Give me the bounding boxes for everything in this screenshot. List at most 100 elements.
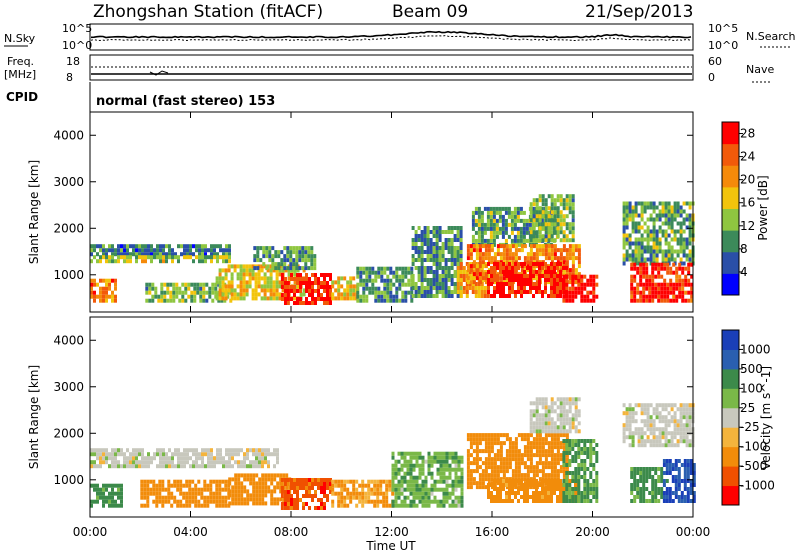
power-cell (547, 218, 551, 223)
velocity-cell (553, 491, 556, 495)
velocity-cell (493, 453, 497, 458)
cpid-label: CPID (6, 90, 38, 104)
power-cell (90, 244, 93, 249)
power-cell (435, 270, 439, 274)
power-cell (538, 278, 541, 282)
velocity-cell (535, 433, 539, 438)
velocity-cell (670, 443, 674, 448)
power-cell (583, 294, 587, 299)
velocity-cell (628, 407, 632, 412)
velocity-cell (544, 417, 548, 422)
power-cell (284, 281, 287, 285)
velocity-cell (505, 457, 509, 462)
power-cell (471, 226, 475, 231)
velocity-cell (409, 471, 413, 476)
power-cell (438, 278, 442, 282)
velocity-cell (490, 469, 494, 474)
velocity-cell (270, 489, 274, 494)
power-cell (123, 248, 126, 253)
power-cell (520, 244, 524, 249)
power-cell (308, 285, 311, 289)
power-cell (492, 226, 496, 231)
velocity-cell (212, 479, 216, 484)
power-cell (666, 298, 670, 303)
velocity-cell (680, 479, 684, 483)
velocity-cell (631, 419, 635, 424)
power-cell (630, 274, 634, 279)
power-cell (102, 290, 105, 295)
velocity-cell (523, 437, 527, 442)
velocity-cell (448, 463, 452, 468)
power-cell (102, 248, 105, 253)
power-cell (447, 290, 451, 294)
power-cell (314, 297, 317, 301)
velocity-cell (689, 483, 693, 487)
power-cell (547, 206, 551, 211)
power-cell (266, 280, 270, 285)
power-cell (528, 226, 532, 231)
power-cell (496, 244, 500, 249)
velocity-cell (654, 479, 658, 483)
velocity-cell (472, 441, 476, 446)
power-cell (688, 205, 692, 210)
power-cell (472, 272, 476, 277)
velocity-cell (394, 483, 398, 488)
power-cell (658, 241, 662, 246)
power-cell (401, 282, 405, 287)
velocity-cell (117, 491, 120, 496)
velocity-cell (457, 503, 461, 508)
velocity-cell (689, 471, 693, 475)
power-cell (450, 274, 454, 278)
power-cell (492, 210, 496, 215)
power-cell (374, 290, 378, 295)
power-cell (640, 257, 644, 262)
velocity-cell (412, 479, 416, 484)
power-cell (550, 256, 554, 261)
power-cell (645, 270, 649, 275)
velocity-cell (668, 487, 672, 491)
velocity-cell (343, 483, 347, 488)
power-cell (532, 198, 536, 203)
velocity-cell (317, 498, 320, 502)
power-cell (688, 249, 692, 254)
velocity-cell (586, 483, 590, 487)
power-cell (507, 206, 511, 211)
velocity-cell (406, 479, 410, 484)
velocity-cell (279, 481, 283, 486)
velocity-cell (218, 483, 222, 488)
velocity-cell (90, 464, 93, 469)
velocity-cell (517, 461, 521, 466)
power-cell (580, 282, 584, 287)
velocity-cell (421, 463, 425, 468)
power-cell (145, 282, 149, 287)
velocity-cell (210, 452, 213, 457)
power-cell (664, 221, 668, 226)
velocity-cell (639, 467, 643, 471)
power-cell (429, 270, 433, 274)
velocity-cell (177, 460, 180, 465)
power-cell (631, 253, 635, 258)
velocity-cell (565, 409, 569, 414)
velocity-cell (676, 443, 680, 448)
power-cell (477, 218, 481, 223)
power-cell (535, 202, 539, 207)
power-cell (441, 246, 445, 250)
velocity-cell (176, 487, 180, 492)
power-cell (517, 248, 521, 253)
velocity-cell (493, 461, 497, 466)
power-cell (477, 206, 481, 211)
power-cell (453, 226, 457, 230)
velocity-cell (493, 457, 497, 462)
velocity-cell (412, 487, 416, 492)
power-cell (547, 226, 551, 231)
velocity-cell (403, 479, 407, 484)
velocity-cell (574, 471, 578, 475)
velocity-cell (571, 439, 575, 443)
velocity-cell (284, 482, 287, 486)
velocity-cell (484, 433, 488, 438)
velocity-cell (484, 441, 488, 446)
velocity-cell (685, 407, 689, 412)
power-cell (292, 258, 296, 263)
velocity-cell (535, 449, 539, 454)
power-cell (435, 286, 439, 290)
